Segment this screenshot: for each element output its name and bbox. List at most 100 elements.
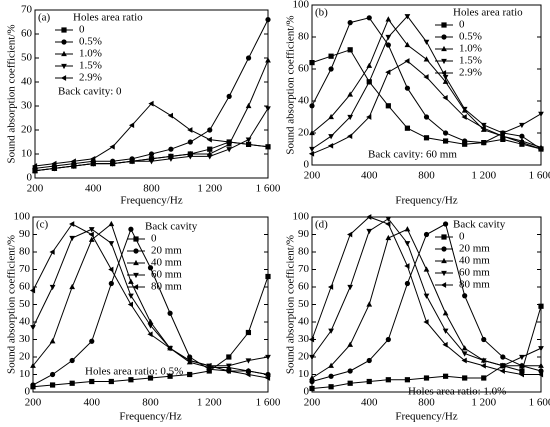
marker [404,125,411,131]
legend-label: 0.5% [459,31,482,43]
marker [385,221,391,227]
marker [206,136,212,143]
marker [499,133,505,140]
marker [519,368,525,374]
marker [423,39,430,45]
marker [264,375,271,381]
marker [385,234,392,241]
marker [167,310,173,316]
marker [500,136,506,142]
legend-label: 60 mm [459,267,490,279]
y-tick-label: 60 [298,281,310,293]
marker [366,62,373,68]
marker [133,259,139,266]
legend-label: 2.9% [459,67,482,79]
x-axis-label: Frequency/Hz [120,195,182,207]
marker [385,377,391,383]
marker [132,284,139,290]
y-tick-label: 90 [298,228,310,240]
marker [89,378,95,385]
marker [481,375,487,381]
marker [328,328,334,334]
marker [29,287,36,294]
marker [366,114,372,120]
legend-title: Back cavity [145,221,198,233]
annotation: Holes area ratio: 0.5% [85,366,183,378]
marker [519,122,525,129]
marker [385,16,392,22]
marker [441,246,447,252]
marker [423,231,430,238]
marker [441,22,447,28]
legend-label: 0 [79,24,85,36]
x-tick-label: 800 [142,397,159,409]
marker [51,166,58,172]
marker [147,375,154,381]
marker [404,241,411,247]
marker [225,368,231,374]
marker [245,367,252,374]
marker [499,130,506,137]
y-tick-label: 90 [19,228,31,240]
legend-label: 1.0% [79,48,102,60]
x-tick-label: 1 600 [256,397,281,409]
marker [89,338,95,344]
marker [404,263,410,269]
y-tick-label: 30 [21,100,33,112]
x-tick-label: 1 200 [197,397,222,409]
marker [187,139,193,145]
marker [461,114,467,120]
marker [385,42,391,48]
marker [480,358,487,364]
marker [366,378,372,385]
y-tick-label: 70 [19,263,31,275]
plot-frame [311,4,542,166]
marker [519,133,525,139]
x-tick-label: 1 600 [529,397,550,409]
marker [69,380,75,386]
marker [347,380,353,386]
panel-label: (c) [36,219,49,231]
marker [440,282,447,288]
x-tick-label: 1 200 [471,397,496,409]
marker [461,345,468,351]
series-line [311,15,542,150]
y-tick-label: 20 [21,124,33,136]
marker [206,154,213,160]
legend-label: 2.9% [79,72,102,84]
marker [328,384,334,390]
marker [128,377,134,383]
marker [366,15,372,21]
marker [245,358,252,364]
x-axis-label: Frequency/Hz [395,195,457,207]
marker [442,341,448,348]
marker [128,278,134,284]
marker [167,373,173,379]
y-tick-label: 40 [298,95,310,107]
y-tick-label: 30 [298,333,310,345]
marker [347,231,353,238]
marker [481,336,487,343]
y-axis-label: Sound absorption coefficient/% [285,15,297,154]
marker [308,150,315,157]
marker [128,226,134,232]
legend-label: 20 mm [151,245,182,257]
marker [461,357,467,364]
marker [245,137,252,143]
marker [366,79,373,85]
marker [441,45,447,52]
marker [347,114,354,121]
marker [519,354,525,361]
marker [49,338,56,344]
annotation: Back cavity: 0 [58,86,122,98]
marker [404,280,411,287]
y-tick-label: 30 [19,333,31,345]
x-tick-label: 1 600 [529,170,550,182]
marker [481,140,487,146]
y-tick-label: 40 [21,76,33,88]
marker [500,354,506,360]
x-tick-label: 800 [143,183,160,195]
marker [148,100,154,107]
legend-label: 80 mm [151,281,182,293]
